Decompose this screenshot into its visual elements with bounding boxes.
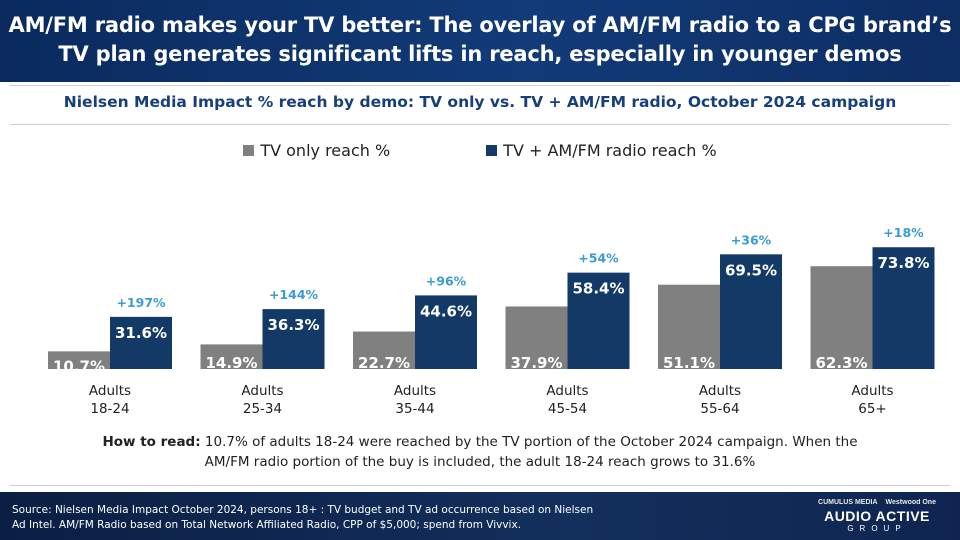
audio-active-group-logo: CUMULUS MEDIA Westwood One AUDIO ACTIVE … (812, 499, 942, 533)
category-label: 45-54 (548, 401, 587, 417)
logo-westwood-one: Westwood One (885, 499, 936, 506)
page-title: AM/FM radio makes your TV better: The ov… (0, 0, 960, 69)
logo-main-text: AUDIO ACTIVE (824, 508, 930, 524)
bar-tv-radio (110, 316, 172, 369)
data-label-tv-only: 22.7% (358, 354, 410, 372)
bar-tv-only (353, 331, 415, 369)
how-to-read-line-1: How to read: 10.7% of adults 18-24 were … (30, 432, 930, 452)
legend-item-tv-radio: TV + AM/FM radio reach % (486, 141, 717, 160)
data-label-tv-only: 62.3% (815, 354, 867, 372)
source-line-2: Ad Intel. AM/FM Radio based on Total Net… (12, 519, 522, 531)
category-label: Adults (394, 383, 436, 399)
category-label: Adults (241, 383, 283, 399)
data-label-tv-radio: 73.8% (877, 254, 929, 272)
divider-bottom (10, 485, 950, 486)
bar-chart: 10.7% 31.6% +197% Adults 18-24 14.9% 36.3% +144… (48, 225, 935, 417)
legend-swatch-tv-only (243, 145, 255, 156)
bar-tv-radio (567, 272, 630, 369)
data-label-tv-only: 37.9% (510, 354, 562, 372)
source-note: Source: Nielsen Media Impact October 202… (12, 503, 672, 533)
bar-tv-only (658, 284, 720, 369)
logo-cumulus: CUMULUS MEDIA (818, 499, 878, 506)
how-to-read-text-1: 10.7% of adults 18-24 were reached by th… (200, 434, 858, 450)
bar-tv-radio (872, 247, 935, 369)
legend-label-tv-radio: TV + AM/FM radio reach % (503, 141, 717, 160)
data-label-tv-only: 10.7% (53, 357, 105, 375)
data-label-tv-radio: 36.3% (267, 316, 319, 334)
bar-tv-only (48, 351, 110, 369)
data-label-tv-radio: 69.5% (725, 261, 777, 279)
lift-label: +54% (578, 251, 619, 266)
lift-label: +144% (269, 287, 319, 302)
lift-label: +96% (426, 273, 467, 288)
title-banner: AM/FM radio makes your TV better: The ov… (0, 0, 960, 82)
title-line-2: TV plan generates significant lifts in r… (58, 42, 902, 66)
how-to-read: How to read: 10.7% of adults 18-24 were … (30, 432, 930, 472)
category-label: 25-34 (243, 401, 282, 417)
bar-tv-only (200, 344, 263, 369)
chart-subtitle: Nielsen Media Impact % reach by demo: TV… (63, 93, 897, 111)
chart-legend: TV only reach % TV + AM/FM radio reach % (0, 141, 960, 160)
data-label-tv-only: 51.1% (663, 354, 715, 372)
category-label: 18-24 (90, 401, 129, 417)
logo-partner-row: CUMULUS MEDIA Westwood One (812, 499, 942, 506)
category-label: 65+ (858, 401, 887, 417)
footer: Source: Nielsen Media Impact October 202… (0, 492, 960, 540)
data-label-tv-radio: 44.6% (420, 302, 472, 320)
data-label-tv-radio: 58.4% (572, 280, 624, 298)
legend-swatch-tv-radio (486, 145, 498, 156)
lift-label: +36% (731, 232, 772, 247)
data-label-tv-radio: 31.6% (115, 324, 167, 342)
category-label: Adults (699, 383, 741, 399)
legend-label-tv-only: TV only reach % (260, 141, 391, 160)
bar-tv-radio (262, 309, 325, 369)
category-label: 55-64 (700, 401, 739, 417)
title-line-1: AM/FM radio makes your TV better: The ov… (8, 13, 952, 37)
category-label: 35-44 (395, 401, 434, 417)
logo-sub-text: GROUP (847, 524, 907, 533)
source-line-1: Source: Nielsen Media Impact October 202… (12, 504, 594, 516)
divider-top (10, 85, 950, 86)
bar-tv-radio (415, 295, 477, 369)
divider-below-subtitle (10, 124, 950, 125)
bar-tv-only (810, 266, 873, 369)
bar-tv-radio (720, 254, 782, 369)
category-label: Adults (89, 383, 131, 399)
how-to-read-text-2: AM/FM radio portion of the buy is includ… (204, 454, 756, 470)
bar-tv-only (505, 306, 568, 369)
category-label: Adults (851, 383, 893, 399)
data-label-tv-only: 14.9% (205, 354, 257, 372)
how-to-read-label: How to read: (102, 434, 201, 450)
category-label: Adults (546, 383, 588, 399)
legend-item-tv-only: TV only reach % (243, 141, 390, 160)
lift-label: +197% (116, 295, 166, 310)
lift-label: +18% (883, 225, 924, 240)
